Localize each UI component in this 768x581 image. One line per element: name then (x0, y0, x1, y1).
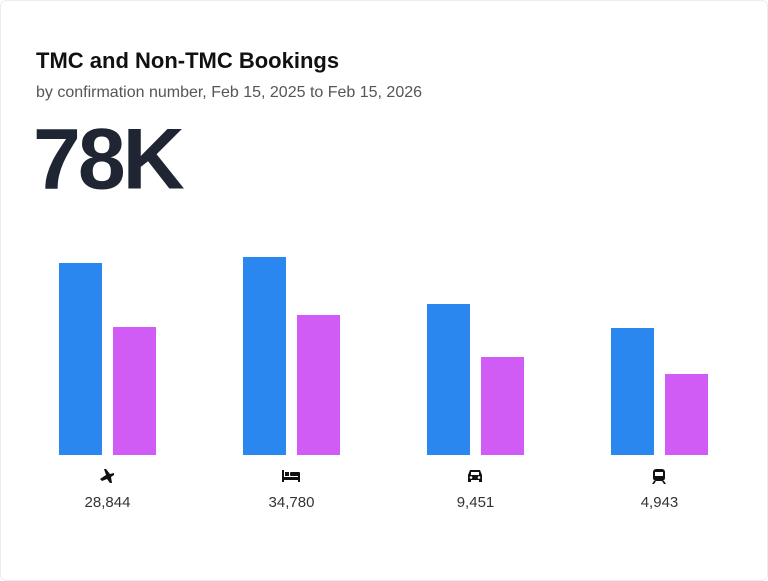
bar (481, 357, 524, 455)
icon-train (652, 469, 666, 484)
bar (59, 263, 102, 455)
total-label: 9,451 (457, 494, 495, 511)
total-label: 28,844 (85, 494, 131, 511)
bar (427, 304, 470, 455)
bar (665, 374, 708, 455)
icon-bed (282, 470, 300, 482)
bar (113, 327, 156, 455)
bar (243, 257, 286, 455)
bar (611, 328, 654, 455)
chart-title: TMC and Non-TMC Bookings (36, 48, 339, 73)
headline: 78K (33, 112, 185, 208)
icon-plane (100, 469, 114, 483)
icon-car (468, 470, 482, 482)
chart-subtitle: by confirmation number, Feb 15, 2025 to … (36, 84, 422, 101)
bar (297, 315, 340, 455)
total-label: 34,780 (269, 494, 315, 511)
total-label: 4,943 (641, 494, 679, 511)
